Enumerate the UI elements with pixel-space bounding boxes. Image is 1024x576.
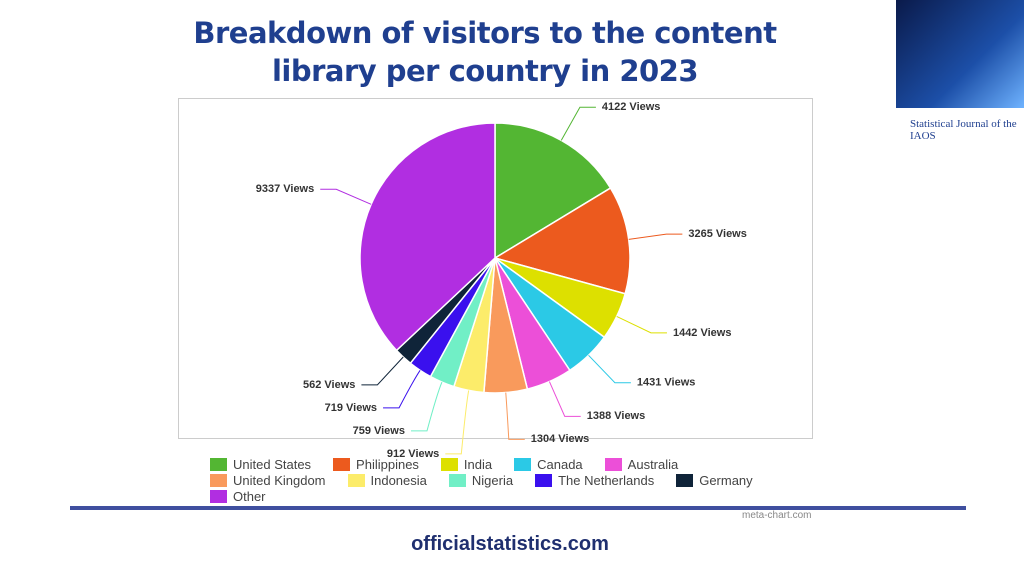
legend-item: India bbox=[440, 457, 493, 472]
data-label: 1304 Views bbox=[531, 433, 590, 445]
data-label: 1442 Views bbox=[673, 327, 732, 339]
data-label: 759 Views bbox=[353, 425, 405, 437]
legend-item: United Kingdom bbox=[210, 473, 326, 488]
chart-frame bbox=[178, 98, 813, 439]
data-label: 1388 Views bbox=[587, 410, 646, 422]
legend-swatch bbox=[347, 474, 365, 487]
legend-swatch bbox=[210, 490, 227, 503]
legend-label: Canada bbox=[537, 457, 583, 472]
legend-swatch bbox=[604, 458, 622, 471]
legend-item: Indonesia bbox=[347, 473, 427, 488]
legend-label: India bbox=[463, 457, 493, 472]
rule bbox=[70, 506, 966, 510]
legend-label: Other bbox=[233, 489, 266, 504]
leader-line bbox=[560, 106, 596, 141]
legend-item: Canada bbox=[514, 457, 583, 472]
legend-item: Germany bbox=[676, 473, 753, 488]
legend-swatch bbox=[448, 474, 466, 487]
legend-swatch bbox=[514, 458, 532, 471]
legend-item: United States bbox=[210, 457, 311, 472]
legend-label: United States bbox=[233, 457, 312, 472]
legend-swatch bbox=[535, 474, 553, 487]
data-label: 912 Views bbox=[387, 448, 439, 460]
data-label: 1431 Views bbox=[637, 377, 696, 389]
leader-line bbox=[588, 354, 631, 384]
leader-line bbox=[548, 381, 581, 417]
journal-title: Statistical Journal of the IAOS bbox=[910, 118, 1017, 142]
data-label: 562 Views bbox=[303, 379, 355, 391]
legend-item: Philippines bbox=[333, 457, 419, 472]
pie-slice bbox=[359, 122, 496, 352]
legend-item: Nigeria bbox=[448, 473, 514, 488]
legend-item: The Netherlands bbox=[535, 473, 654, 488]
legend-item: Australia bbox=[604, 457, 679, 472]
legend-item: Other bbox=[210, 489, 266, 504]
legend-label: Australia bbox=[627, 457, 679, 472]
title: Breakdown of visitors to the content lib… bbox=[193, 16, 777, 88]
legend-label: The Netherlands bbox=[558, 473, 655, 488]
legend-swatch bbox=[676, 474, 694, 487]
data-label: 3265 Views bbox=[688, 228, 747, 240]
data-label: 4122 Views bbox=[602, 101, 661, 113]
leader-line bbox=[361, 356, 404, 386]
legend-swatch bbox=[333, 458, 351, 471]
leader-line bbox=[616, 315, 667, 334]
legend-label: Germany bbox=[699, 473, 753, 488]
leader-line bbox=[383, 370, 421, 409]
data-label: 9337 Views bbox=[256, 183, 315, 195]
leader-line bbox=[628, 233, 683, 240]
pie-slice bbox=[494, 122, 612, 260]
leader-line bbox=[320, 188, 372, 205]
legend-label: Nigeria bbox=[471, 473, 514, 488]
legend-swatch bbox=[210, 474, 227, 487]
legend-label: United Kingdom bbox=[233, 473, 326, 488]
leader-line bbox=[505, 392, 525, 440]
journal-cover bbox=[896, 0, 1024, 108]
data-label: 719 Views bbox=[325, 402, 377, 414]
leader-line bbox=[445, 390, 470, 455]
legend-swatch bbox=[440, 458, 458, 471]
legend-swatch bbox=[210, 458, 227, 471]
leader-line bbox=[410, 381, 443, 432]
footer: officialstatistics.com bbox=[411, 533, 609, 555]
legend-label: Indonesia bbox=[370, 473, 427, 488]
credit: meta-chart.com bbox=[742, 510, 812, 521]
legend-label: Philippines bbox=[356, 457, 419, 472]
legend: United States Philippines India Canada Austr… bbox=[210, 457, 810, 504]
